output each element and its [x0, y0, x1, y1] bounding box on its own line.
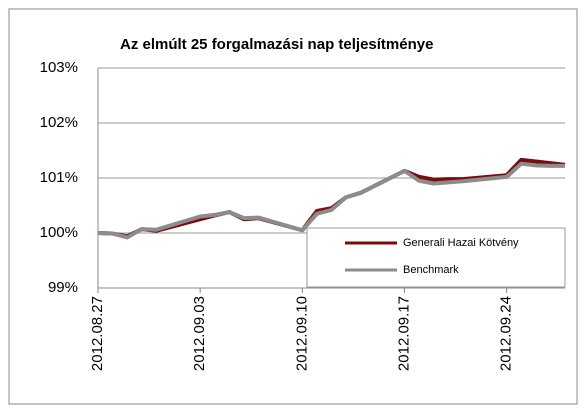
x-tick-label: 2012.09.17 — [395, 296, 412, 371]
x-tick-label: 2012.09.24 — [498, 296, 515, 371]
legend-label: Generali Hazai Kötvény — [403, 237, 519, 249]
legend-label: Benchmark — [403, 264, 459, 276]
chart-frame — [8, 8, 578, 405]
y-tick-label: 102% — [40, 114, 78, 131]
chart-title: Az elmúlt 25 forgalmazási nap teljesítmé… — [120, 36, 433, 53]
x-tick-label: 2012.09.03 — [191, 296, 208, 371]
x-tick-label: 2012.08.27 — [89, 296, 106, 371]
y-tick-label: 103% — [40, 59, 78, 76]
y-tick-label: 100% — [40, 224, 78, 241]
legend-box — [306, 227, 566, 288]
y-tick-label: 101% — [40, 169, 78, 186]
series-line — [97, 161, 565, 240]
y-tick-label: 99% — [48, 279, 78, 296]
x-tick-label: 2012.09.10 — [293, 296, 310, 371]
legend: Generali Hazai Kötvény Benchmark — [306, 227, 566, 288]
